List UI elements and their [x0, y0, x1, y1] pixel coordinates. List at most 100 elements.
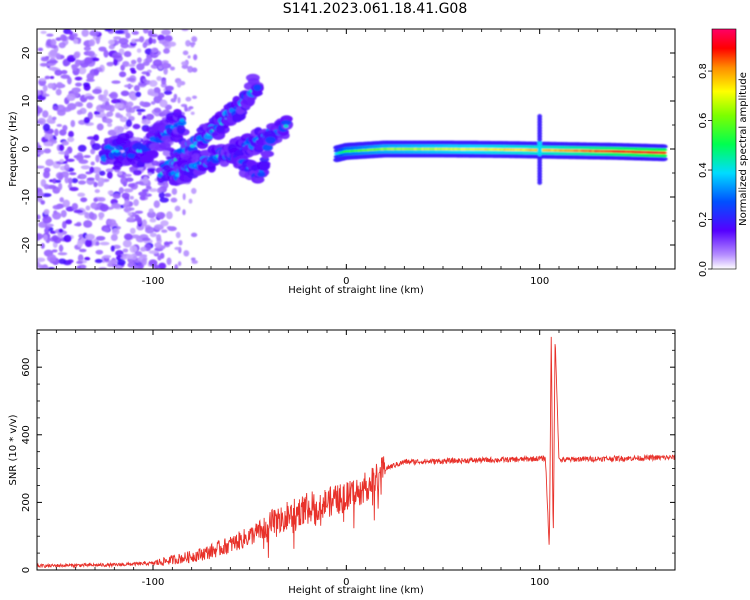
heatmap-cell — [159, 142, 171, 150]
heatmap-cell — [134, 38, 141, 42]
heatmap-cell — [98, 46, 107, 52]
heatmap-cell — [65, 219, 72, 224]
heatmap-cell — [74, 101, 82, 107]
heatmap-cell — [41, 193, 52, 198]
snr-series-line — [37, 336, 675, 569]
heatmap-cell — [136, 63, 145, 71]
heatmap-cell — [67, 31, 74, 35]
heatmap-cell — [142, 41, 148, 49]
heatmap-cell — [262, 144, 273, 151]
heatmap-cell — [129, 227, 136, 235]
heatmap-cell — [168, 41, 177, 47]
heatmap-cell — [111, 98, 121, 104]
heatmap-cell — [72, 33, 78, 38]
heatmap-cell — [107, 190, 114, 196]
heatmap-cell — [40, 242, 45, 249]
heatmap-cell — [161, 229, 168, 233]
heatmap-cell — [191, 257, 196, 261]
heatmap-cell — [113, 58, 118, 66]
heatmap-cell — [49, 75, 55, 80]
heatmap-cell — [161, 78, 167, 85]
heatmap-cell — [185, 96, 192, 102]
heatmap-cell — [62, 124, 68, 132]
heatmap-cell — [170, 197, 178, 203]
x-tick-label: 100 — [530, 577, 549, 588]
heatmap-cell — [77, 192, 86, 197]
heatmap-cell — [38, 77, 47, 82]
heatmap-cell — [111, 80, 121, 84]
heatmap-cell — [265, 136, 276, 145]
heatmap-cell — [120, 256, 128, 260]
heatmap-cell — [105, 168, 114, 173]
y-tick-label: 600 — [21, 358, 32, 377]
heatmap-cell — [661, 148, 668, 152]
heatmap-cell — [188, 198, 193, 204]
heatmap-cell — [40, 30, 47, 35]
heatmap-cell — [125, 177, 134, 182]
heatmap-cell — [71, 178, 79, 184]
heatmap-cell — [162, 150, 171, 157]
heatmap-cell — [86, 177, 95, 181]
heatmap-cell — [537, 114, 543, 119]
colorbar-label: Normalized spectral amplitude — [738, 72, 749, 226]
heatmap-cell — [93, 181, 98, 188]
heatmap-cell — [58, 244, 64, 253]
heatmap-cell — [157, 34, 165, 42]
heatmap-cell — [64, 149, 70, 156]
heatmap-cell — [182, 209, 186, 216]
heatmap-cell — [283, 124, 289, 128]
heatmap-cell — [43, 234, 48, 241]
heatmap-cell — [661, 153, 668, 158]
heatmap-cell — [115, 114, 124, 119]
heatmap-cell — [125, 112, 132, 118]
heatmap-cell — [78, 66, 87, 75]
y-tick-label: 0 — [21, 567, 32, 573]
heatmap-cell — [73, 209, 84, 214]
heatmap-cell — [37, 214, 41, 220]
y-tick-label: 10 — [21, 95, 32, 108]
heatmap-cell — [151, 47, 159, 53]
heatmap-cell — [145, 185, 152, 190]
heatmap-cell — [104, 104, 113, 111]
heatmap-cell — [62, 60, 70, 67]
heatmap-cell — [661, 151, 667, 155]
heatmap-cell — [54, 69, 63, 76]
heatmap-cell — [45, 159, 54, 167]
heatmap-cell — [80, 197, 88, 203]
heatmap-cell — [123, 207, 130, 213]
heatmap-cell — [92, 88, 102, 95]
heatmap-cell — [40, 200, 46, 205]
heatmap-cell — [99, 203, 109, 212]
heatmap-cell — [57, 109, 66, 116]
heatmap-cell — [56, 81, 64, 89]
x-tick-label: -100 — [142, 577, 165, 588]
heatmap-cell — [73, 52, 80, 59]
heatmap-cell — [147, 167, 156, 172]
heatmap-cell — [158, 262, 167, 269]
heatmap-cell — [87, 50, 96, 57]
heatmap-cell — [57, 252, 68, 256]
heatmap-cell — [60, 70, 68, 75]
heatmap-cell — [130, 69, 137, 74]
heatmap-cell — [128, 207, 135, 211]
heatmap-cell — [119, 116, 128, 123]
heatmap-cell — [141, 119, 151, 125]
heatmap-cell — [140, 246, 147, 252]
heatmap-cell — [183, 250, 190, 257]
heatmap-cell — [61, 140, 69, 146]
heatmap-cell — [68, 177, 73, 185]
heatmap-cell — [133, 105, 141, 110]
heatmap-cell — [58, 258, 67, 265]
heatmap-cell — [95, 241, 100, 246]
heatmap-cell — [76, 239, 84, 248]
heatmap-cell — [42, 123, 51, 132]
heatmap-cell — [145, 72, 151, 77]
heatmap-cell — [51, 249, 58, 253]
heatmap-cell — [67, 136, 75, 143]
heatmap-cell — [137, 111, 142, 116]
heatmap-cell — [90, 202, 98, 210]
heatmap-cell — [55, 53, 61, 60]
heatmap-cell — [95, 154, 100, 163]
